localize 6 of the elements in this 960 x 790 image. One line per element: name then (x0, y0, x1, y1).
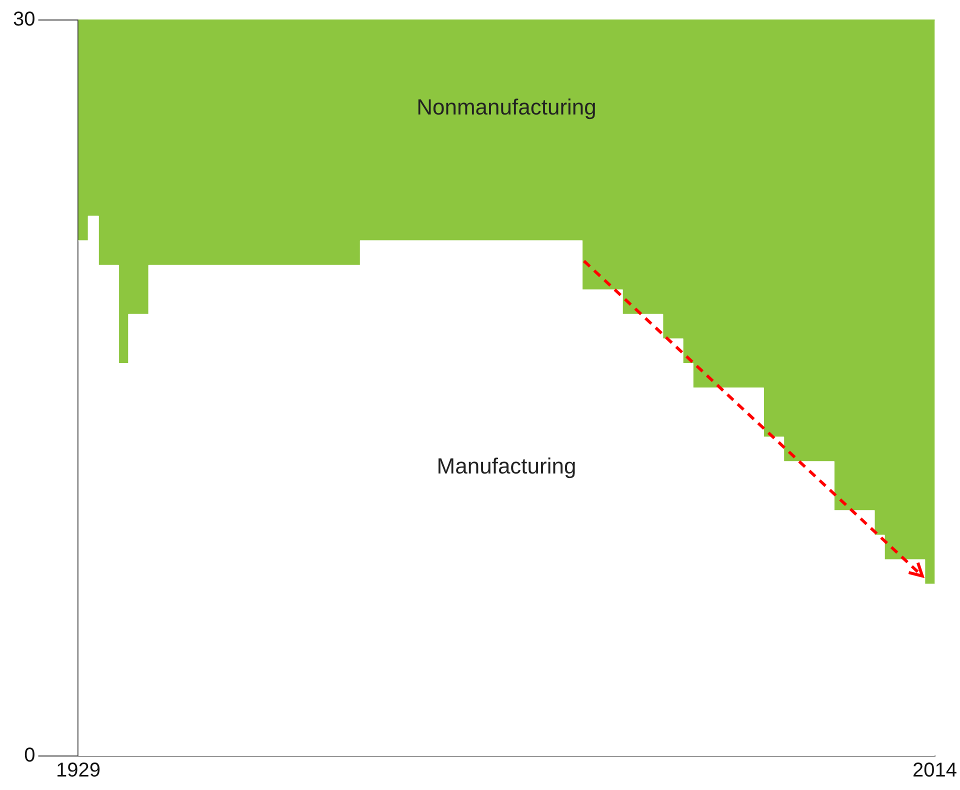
series-label: Manufacturing (436, 454, 576, 479)
series-label: Nonmanufacturing (416, 94, 596, 120)
y-tick-label: 30 (12, 8, 36, 31)
x-tick-label: 2014 (912, 760, 958, 782)
x-tick-label: 1929 (56, 760, 100, 782)
y-tick-label: 0 (24, 744, 36, 767)
